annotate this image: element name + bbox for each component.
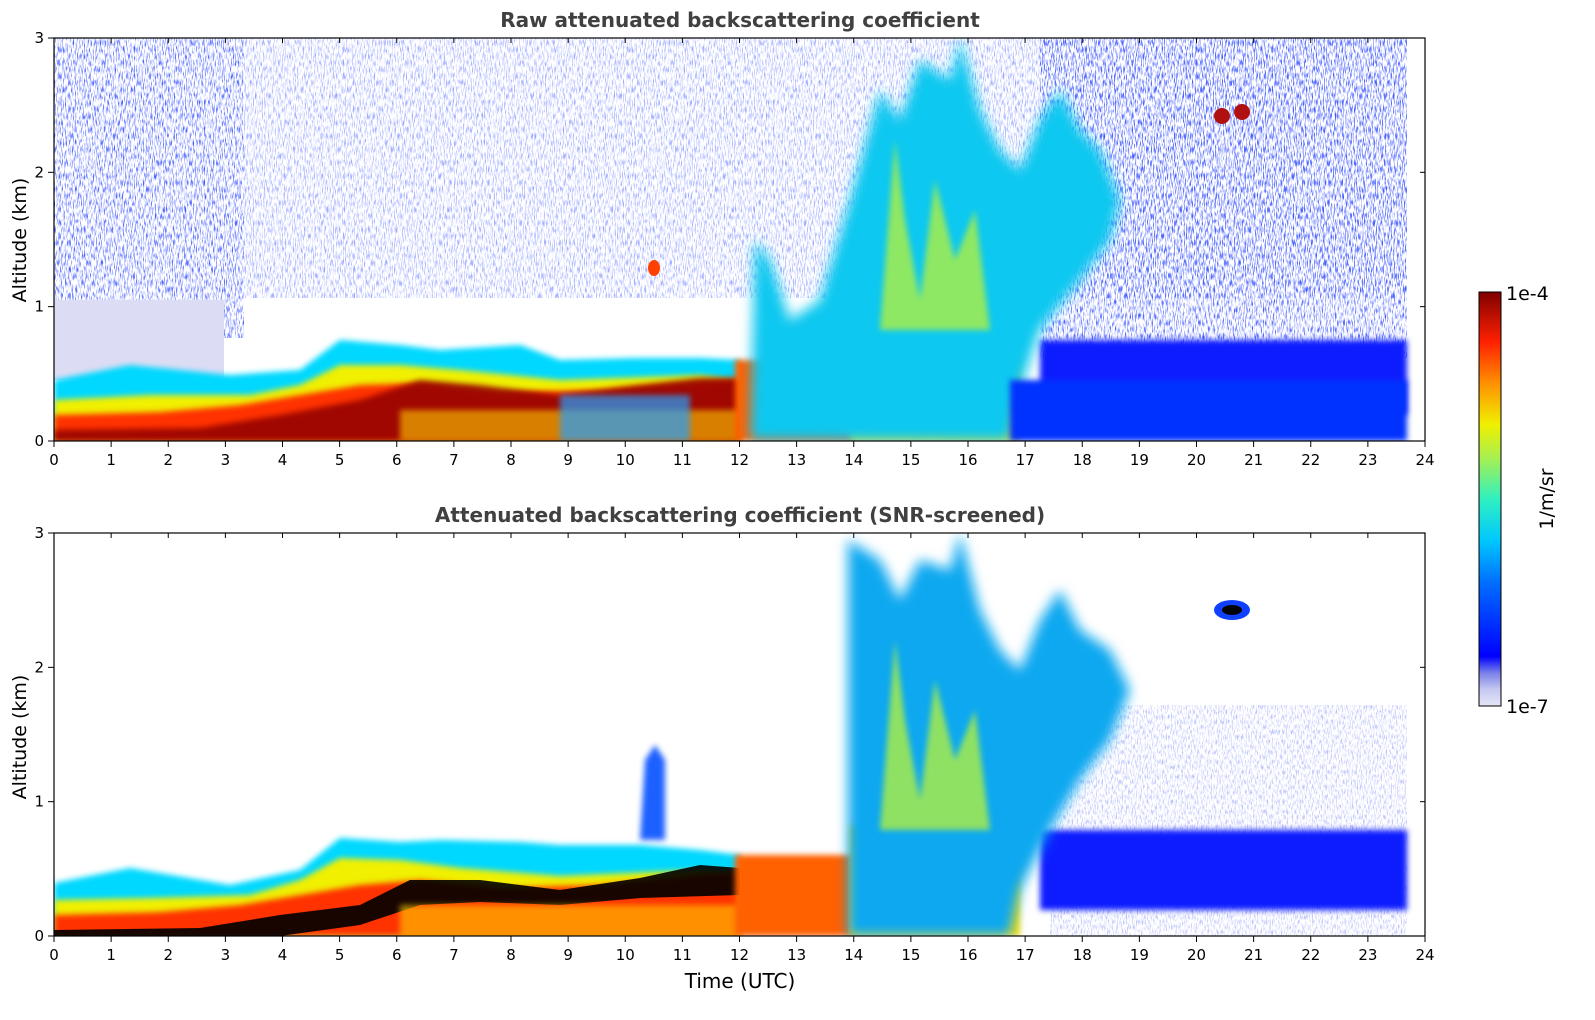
- x-tick-label: 20: [1187, 451, 1206, 469]
- x-tick-label: 10: [616, 946, 635, 964]
- lower-band-mid: [400, 905, 740, 936]
- y-axis: 0 1 2 3: [34, 524, 1425, 945]
- x-tick-label: 17: [1016, 946, 1035, 964]
- x-tick-label: 16: [958, 451, 977, 469]
- colorbar-min-label: 1e-7: [1506, 696, 1549, 718]
- x-tick-label: 23: [1358, 451, 1377, 469]
- x-axis: 0 1 2 3 4 5 6 7 8 9 10 11 12 13 14 15 16 17 18 19 20 21 22 23 24: [49, 38, 1435, 469]
- convective-cores: [880, 640, 990, 830]
- x-tick-label: 7: [449, 946, 459, 964]
- x-tick-label: 14: [844, 946, 863, 964]
- convective-clouds: [848, 533, 1130, 936]
- panel-screened: Attenuated backscattering coefficient (S…: [9, 503, 1435, 993]
- convective-cores: [880, 140, 990, 330]
- y-tick-label: 1: [34, 298, 44, 316]
- x-tick-label: 12: [730, 946, 749, 964]
- x-tick-label: 8: [506, 451, 516, 469]
- x-tick-label: 21: [1244, 946, 1263, 964]
- x-tick-label: 7: [449, 451, 459, 469]
- y-tick-label: 0: [34, 927, 44, 945]
- isolated-cloud-core: [1222, 605, 1242, 615]
- y-tick-label: 3: [34, 29, 44, 47]
- chart-title: Raw attenuated backscattering coefficien…: [500, 8, 980, 32]
- x-tick-label: 20: [1187, 946, 1206, 964]
- plot-area: [54, 38, 1425, 441]
- x-tick-label: 18: [1073, 451, 1092, 469]
- x-tick-label: 3: [221, 451, 231, 469]
- x-tick-label: 1: [106, 946, 116, 964]
- x-tick-label: 21: [1244, 451, 1263, 469]
- sky-noise-early: [54, 38, 244, 338]
- x-tick-label: 15: [901, 946, 920, 964]
- colorbar: 1e-4 1e-7 1/m/sr: [1478, 283, 1558, 718]
- x-tick-label: 13: [787, 451, 806, 469]
- colorbar-max-label: 1e-4: [1506, 283, 1549, 305]
- midday-column: [735, 855, 855, 936]
- elevated-plume: [648, 260, 660, 276]
- x-tick-label: 17: [1016, 451, 1035, 469]
- y-tick-label: 0: [34, 432, 44, 450]
- x-tick-label: 1: [106, 451, 116, 469]
- night-aerosol-layer: [1040, 830, 1407, 910]
- x-tick-label: 0: [49, 946, 59, 964]
- panel-raw: Raw attenuated backscattering coefficien…: [9, 8, 1435, 469]
- x-tick-label: 2: [163, 946, 173, 964]
- x-tick-label: 4: [278, 451, 288, 469]
- x-tick-label: 2: [163, 451, 173, 469]
- x-tick-label: 22: [1301, 451, 1320, 469]
- x-tick-label: 5: [335, 451, 345, 469]
- isolated-cloud-2: [1234, 104, 1250, 120]
- y-tick-label: 3: [34, 524, 44, 542]
- x-tick-label: 4: [278, 946, 288, 964]
- x-tick-label: 14: [844, 451, 863, 469]
- x-tick-label: 0: [49, 451, 59, 469]
- x-tick-label: 11: [673, 451, 692, 469]
- x-axis: 0 1 2 3 4 5 6 7 8 9 10 11 12 13 14 15 16 17 18 19 20 21 22 23 24: [49, 533, 1435, 964]
- x-tick-label: 23: [1358, 946, 1377, 964]
- x-tick-label: 9: [563, 451, 573, 469]
- x-tick-label: 10: [616, 451, 635, 469]
- y-tick-label: 2: [34, 163, 44, 181]
- elevated-plume: [640, 745, 665, 840]
- colorbar-unit-label: 1/m/sr: [1536, 468, 1558, 529]
- x-axis-label: Time (UTC): [684, 969, 796, 993]
- x-tick-label: 22: [1301, 946, 1320, 964]
- x-tick-label: 6: [392, 946, 402, 964]
- y-axis-label: Altitude (km): [9, 178, 31, 303]
- x-tick-label: 19: [1130, 946, 1149, 964]
- x-tick-label: 19: [1130, 451, 1149, 469]
- y-tick-label: 1: [34, 793, 44, 811]
- x-tick-label: 8: [506, 946, 516, 964]
- blue-column: [560, 395, 690, 441]
- x-tick-label: 13: [787, 946, 806, 964]
- x-tick-label: 6: [392, 451, 402, 469]
- bl-black-core: [54, 865, 740, 936]
- x-tick-label: 3: [221, 946, 231, 964]
- colorbar-gradient: [1478, 291, 1502, 707]
- x-tick-label: 5: [335, 946, 345, 964]
- x-tick-label: 18: [1073, 946, 1092, 964]
- x-tick-label: 12: [730, 451, 749, 469]
- chart-title: Attenuated backscattering coefficient (S…: [435, 503, 1045, 527]
- night-blue-base: [1010, 380, 1407, 441]
- x-tick-label: 16: [958, 946, 977, 964]
- x-tick-label: 11: [673, 946, 692, 964]
- isolated-cloud-1: [1214, 108, 1230, 124]
- y-tick-label: 2: [34, 658, 44, 676]
- x-tick-label: 24: [1415, 451, 1434, 469]
- y-axis-label: Altitude (km): [9, 675, 31, 800]
- x-tick-label: 15: [901, 451, 920, 469]
- y-axis: 0 1 2 3: [34, 29, 1425, 450]
- x-tick-label: 9: [563, 946, 573, 964]
- x-tick-label: 24: [1415, 946, 1434, 964]
- plot-area: [54, 533, 1425, 936]
